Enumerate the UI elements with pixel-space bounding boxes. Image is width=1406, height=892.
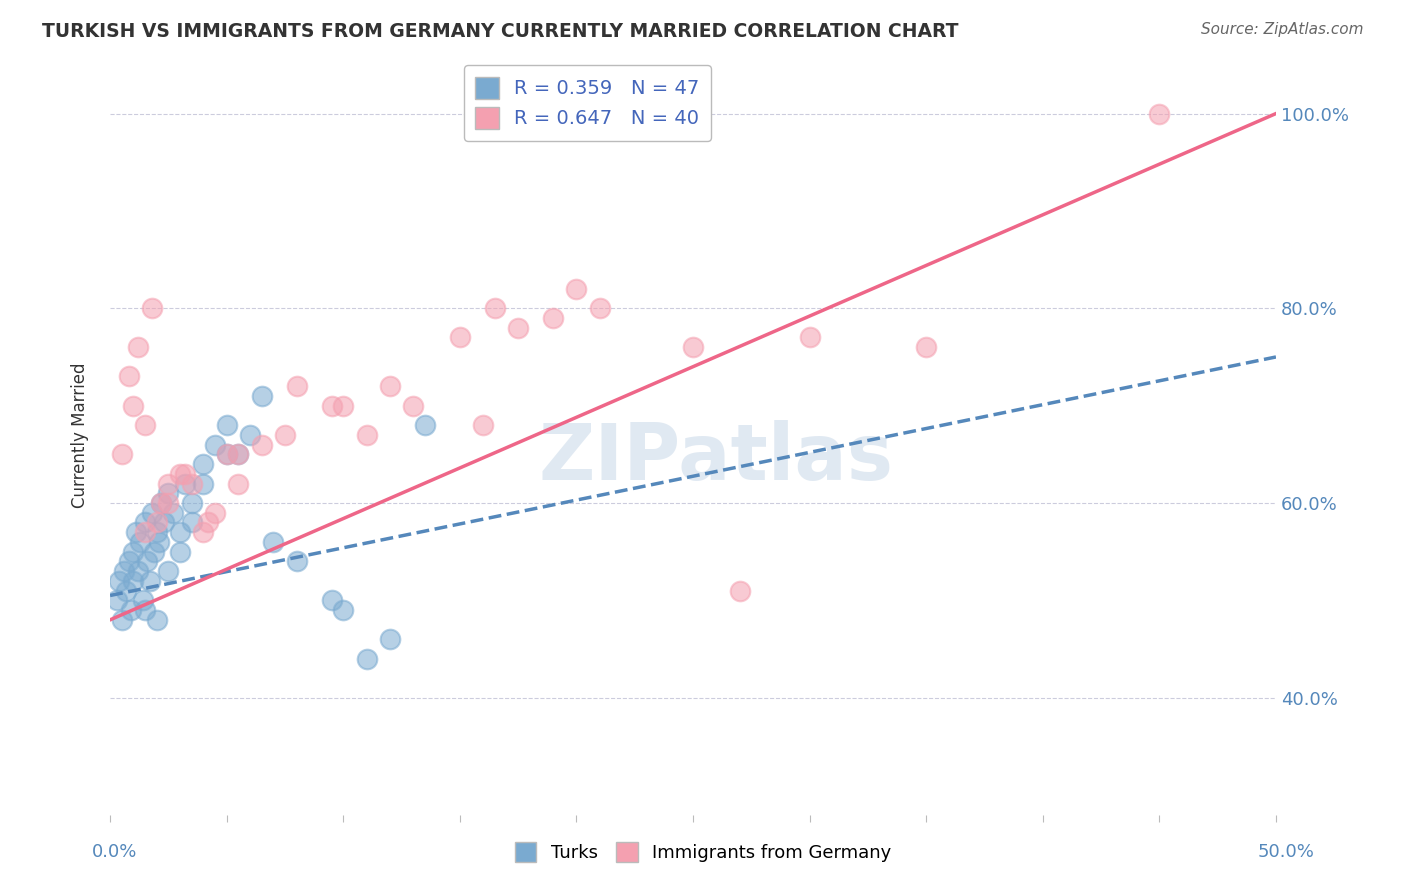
Point — [728, 583, 751, 598]
Point — [204, 437, 226, 451]
Point — [162, 506, 184, 520]
Point — [321, 593, 343, 607]
Point — [148, 535, 170, 549]
Point — [682, 340, 704, 354]
Point — [321, 399, 343, 413]
Point — [111, 447, 134, 461]
Point — [250, 437, 273, 451]
Point — [541, 311, 564, 326]
Point — [122, 544, 145, 558]
Point — [105, 593, 128, 607]
Point — [173, 476, 195, 491]
Point — [157, 476, 180, 491]
Point — [332, 603, 354, 617]
Point — [132, 593, 155, 607]
Point — [173, 467, 195, 481]
Point — [413, 418, 436, 433]
Point — [285, 379, 308, 393]
Point — [157, 564, 180, 578]
Point — [145, 613, 167, 627]
Point — [250, 389, 273, 403]
Point — [141, 506, 163, 520]
Point — [285, 554, 308, 568]
Point — [1149, 106, 1171, 120]
Point — [122, 399, 145, 413]
Point — [157, 496, 180, 510]
Point — [141, 301, 163, 316]
Point — [193, 476, 215, 491]
Y-axis label: Currently Married: Currently Married — [72, 362, 89, 508]
Text: 0.0%: 0.0% — [91, 843, 136, 861]
Point — [402, 399, 425, 413]
Point — [129, 535, 152, 549]
Point — [228, 476, 250, 491]
Point — [378, 632, 401, 647]
Point — [332, 399, 354, 413]
Point — [180, 516, 202, 530]
Point — [228, 447, 250, 461]
Point — [589, 301, 612, 316]
Legend: Turks, Immigrants from Germany: Turks, Immigrants from Germany — [508, 834, 898, 870]
Point — [215, 447, 238, 461]
Point — [118, 554, 141, 568]
Point — [915, 340, 938, 354]
Point — [134, 418, 156, 433]
Point — [197, 516, 219, 530]
Point — [138, 574, 160, 588]
Point — [111, 613, 134, 627]
Point — [228, 447, 250, 461]
Point — [127, 340, 149, 354]
Point — [356, 652, 378, 666]
Point — [180, 476, 202, 491]
Point — [378, 379, 401, 393]
Point — [799, 330, 821, 344]
Point — [122, 574, 145, 588]
Point — [152, 516, 174, 530]
Point — [120, 603, 142, 617]
Text: 50.0%: 50.0% — [1258, 843, 1315, 861]
Text: Source: ZipAtlas.com: Source: ZipAtlas.com — [1201, 22, 1364, 37]
Text: TURKISH VS IMMIGRANTS FROM GERMANY CURRENTLY MARRIED CORRELATION CHART: TURKISH VS IMMIGRANTS FROM GERMANY CURRE… — [42, 22, 959, 41]
Point — [449, 330, 471, 344]
Point — [112, 564, 135, 578]
Point — [508, 320, 530, 334]
Point — [134, 516, 156, 530]
Point — [169, 467, 191, 481]
Point — [150, 496, 173, 510]
Point — [193, 525, 215, 540]
Point — [169, 525, 191, 540]
Point — [239, 428, 262, 442]
Point — [143, 544, 166, 558]
Point — [484, 301, 506, 316]
Point — [127, 564, 149, 578]
Point — [215, 418, 238, 433]
Point — [157, 486, 180, 500]
Point — [204, 506, 226, 520]
Point — [215, 447, 238, 461]
Legend: R = 0.359   N = 47, R = 0.647   N = 40: R = 0.359 N = 47, R = 0.647 N = 40 — [464, 65, 711, 141]
Point — [108, 574, 131, 588]
Point — [145, 516, 167, 530]
Point — [145, 525, 167, 540]
Point — [274, 428, 297, 442]
Point — [193, 457, 215, 471]
Text: ZIPatlas: ZIPatlas — [538, 419, 894, 496]
Point — [169, 544, 191, 558]
Point — [565, 282, 588, 296]
Point — [472, 418, 495, 433]
Point — [262, 535, 284, 549]
Point — [125, 525, 148, 540]
Point — [118, 369, 141, 384]
Point — [115, 583, 138, 598]
Point — [180, 496, 202, 510]
Point — [136, 554, 159, 568]
Point — [150, 496, 173, 510]
Point — [134, 603, 156, 617]
Point — [134, 525, 156, 540]
Point — [356, 428, 378, 442]
